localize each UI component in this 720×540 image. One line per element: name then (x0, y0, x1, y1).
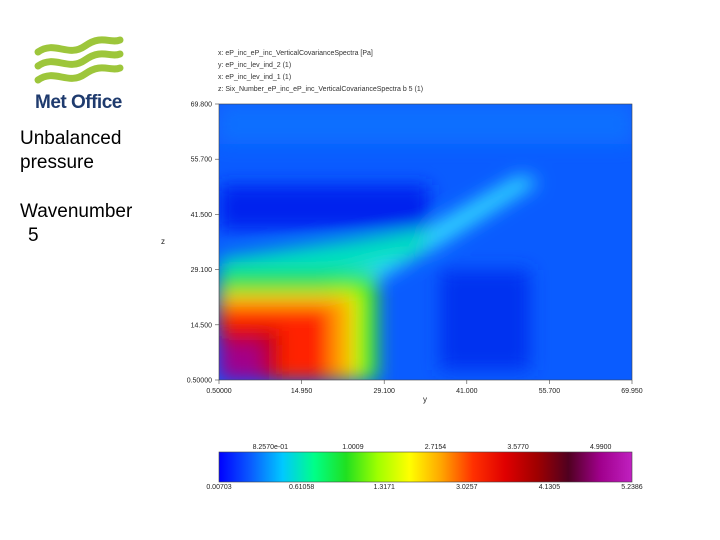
colorbar-bottom-label: 0.00703 (206, 484, 231, 491)
heat-region-top-blue (219, 104, 632, 144)
colorbar-bottom-label: 1.3171 (373, 484, 395, 491)
colorbar-top-label: 2.7154 (425, 444, 447, 451)
colorbar-top-label: 1.0009 (342, 444, 364, 451)
colorbar-bottom-label: 0.61058 (289, 484, 314, 491)
y-tick-label: 0.50000 (187, 378, 212, 385)
y-axis-ticks: 0.50000 14.500 29.100 41.500 55.700 69.800 (187, 102, 219, 385)
header-line-4: z: Six_Number_eP_inc_eP_inc_VerticalCova… (218, 86, 424, 93)
plot-header: x: eP_inc_eP_inc_VerticalCovarianceSpect… (218, 48, 423, 96)
colorbar-top-label: 4.9900 (590, 444, 612, 451)
variable-title-line2: pressure (20, 152, 94, 173)
colorbar-top-labels: 8.2570e-01 1.0009 2.7154 3.5770 4.9900 (253, 444, 612, 451)
header-line-3: x: eP_inc_lev_ind_1 (1) (218, 74, 292, 81)
colorbar-bottom-label: 5.2386 (621, 484, 643, 491)
y-tick-label: 41.500 (191, 212, 213, 219)
heat-region-teal-band (219, 228, 430, 280)
y-tick-label: 69.800 (191, 102, 213, 109)
y-tick-label: 55.700 (191, 157, 213, 164)
colorbar-bottom-label: 4.1305 (539, 484, 561, 491)
header-line-1: x: eP_inc_eP_inc_VerticalCovarianceSpect… (218, 50, 373, 57)
y-axis-label: z (161, 237, 165, 246)
heatmap-field (219, 104, 632, 380)
x-tick-label: 69.950 (621, 388, 643, 395)
variable-title: Unbalanced pressure (20, 127, 160, 175)
colorbar-bottom-label: 3.0257 (456, 484, 478, 491)
y-tick-label: 29.100 (191, 267, 213, 274)
variable-title-line1: Unbalanced (20, 128, 122, 149)
wavenumber-line1: Wavenumber (20, 201, 133, 222)
x-tick-label: 41.000 (456, 388, 478, 395)
y-tick-label: 14.500 (191, 322, 213, 329)
heat-region-magenta (219, 345, 261, 380)
x-tick-label: 0.50000 (206, 388, 231, 395)
logo-waves-icon (34, 36, 124, 84)
x-axis-label: y (423, 395, 427, 404)
heat-region-deep-blue (219, 185, 429, 230)
colorbar-bar (218, 451, 633, 483)
x-axis-ticks: 0.50000 14.950 29.100 41.000 55.700 69.950 (206, 380, 643, 395)
colorbar-top-label: 3.5770 (507, 444, 529, 451)
x-tick-label: 55.700 (539, 388, 561, 395)
colorbar: 8.2570e-01 1.0009 2.7154 3.5770 4.9900 0.007… (206, 444, 642, 491)
x-tick-label: 29.100 (373, 388, 395, 395)
colorbar-bottom-labels: 0.00703 0.61058 1.3171 3.0257 4.1305 5.2386 (206, 484, 642, 491)
header-line-2: y: eP_inc_lev_ind_2 (1) (218, 62, 292, 69)
plot-frame (218, 103, 633, 381)
colorbar-top-label: 8.2570e-01 (253, 444, 289, 451)
heat-region-blue-lower-right (440, 270, 530, 370)
wavenumber-label: Wavenumber 5 (20, 200, 160, 248)
wavenumber-line2: 5 (28, 225, 39, 246)
logo-text: Met Office (35, 92, 122, 113)
x-tick-label: 14.950 (291, 388, 313, 395)
